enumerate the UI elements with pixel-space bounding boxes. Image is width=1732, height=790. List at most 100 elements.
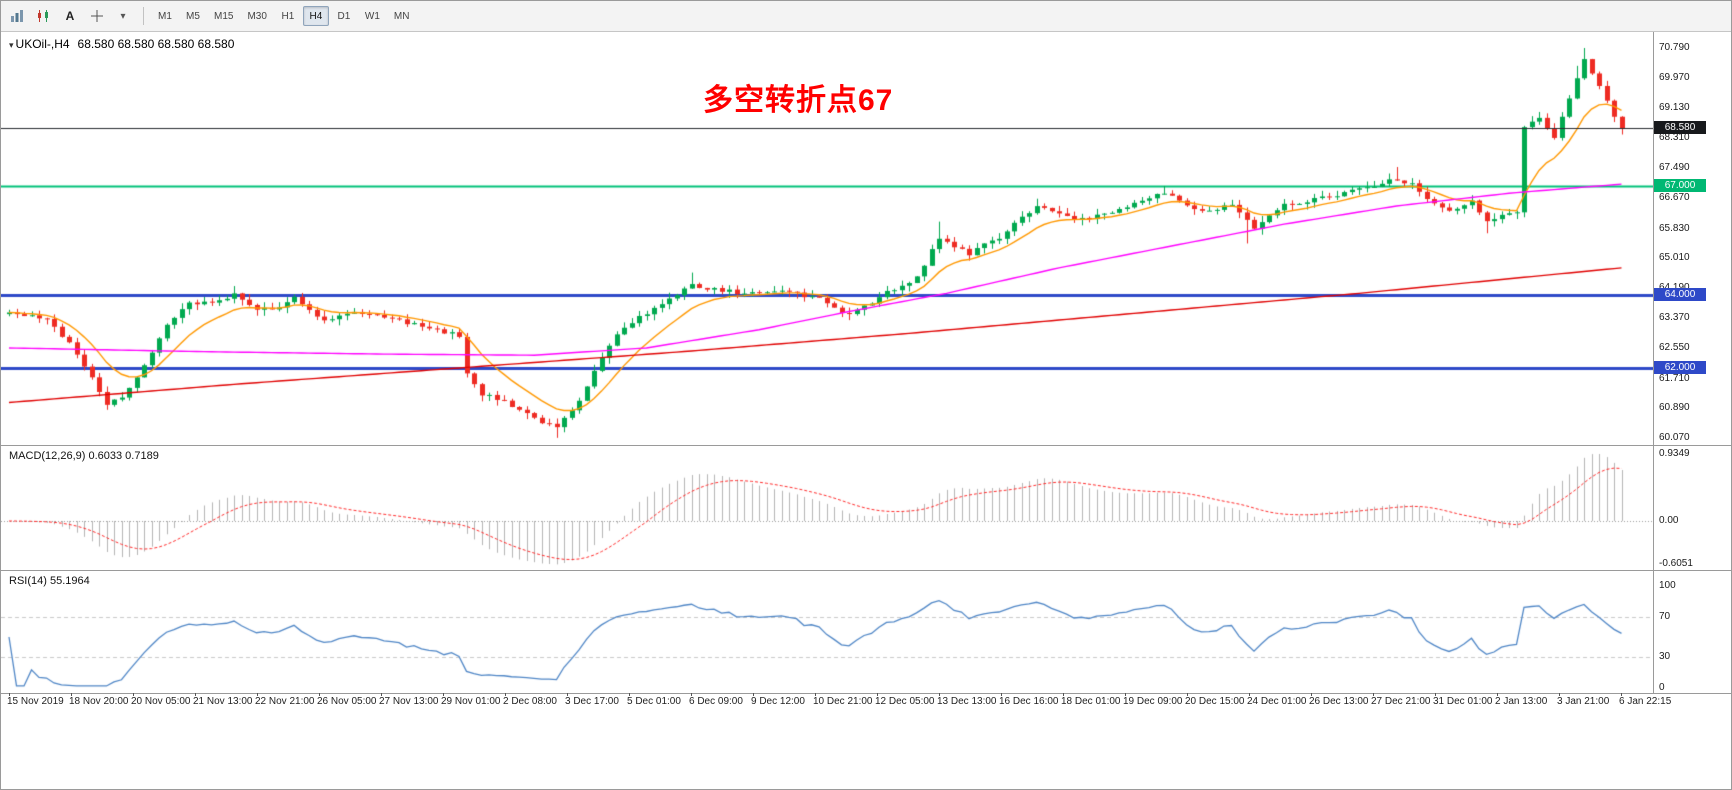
- time-axis-label: 20 Nov 05:00: [131, 696, 191, 707]
- time-axis-label: 9 Dec 12:00: [751, 696, 805, 707]
- text-tool-button[interactable]: A: [57, 6, 83, 26]
- time-axis-tick: [1435, 693, 1436, 696]
- time-axis-label: 15 Nov 2019: [7, 696, 64, 707]
- time-axis-tick: [1621, 693, 1622, 696]
- price-axis-label: 70.790: [1659, 42, 1690, 53]
- rsi-axis-label: 30: [1659, 651, 1671, 663]
- time-axis-label: 27 Dec 21:00: [1371, 696, 1431, 707]
- time-axis-label: 20 Dec 15:00: [1185, 696, 1245, 707]
- price-axis-separator: [1653, 31, 1654, 693]
- symbol-marker-icon: ▾: [9, 40, 14, 50]
- time-axis-tick: [71, 693, 72, 696]
- price-chart-canvas[interactable]: [1, 31, 1653, 446]
- price-axis-label: 66.670: [1659, 191, 1690, 203]
- time-axis-label: 6 Jan 22:15: [1619, 696, 1672, 707]
- time-axis-tick: [1373, 693, 1374, 696]
- price-axis-label: 69.130: [1659, 102, 1690, 114]
- ohlc-values: 68.580 68.580 68.580 68.580: [77, 37, 235, 51]
- macd-axis-label: 0.9349: [1659, 448, 1690, 459]
- price-badge: 68.580: [1654, 121, 1706, 135]
- time-axis-tick: [1497, 693, 1498, 696]
- time-axis-tick: [1249, 693, 1250, 696]
- time-axis-label: 24 Dec 01:00: [1247, 696, 1307, 707]
- timeframe-h4-button[interactable]: H4: [302, 6, 329, 26]
- time-axis-label: 3 Dec 17:00: [565, 696, 619, 707]
- time-axis-label: 27 Nov 13:00: [379, 696, 439, 707]
- macd-panel-divider[interactable]: [1, 445, 1731, 446]
- time-axis-tick: [133, 693, 134, 696]
- rsi-panel-canvas[interactable]: [1, 571, 1653, 693]
- timeframe-m5-button[interactable]: M5: [180, 6, 206, 26]
- timeframe-mn-button[interactable]: MN: [388, 6, 416, 26]
- macd-axis-label: -0.6051: [1659, 558, 1693, 569]
- time-axis-tick: [9, 693, 10, 696]
- time-axis-tick: [753, 693, 754, 696]
- time-axis-label: 3 Jan 21:00: [1557, 696, 1610, 707]
- price-axis-label: 67.490: [1659, 162, 1690, 174]
- time-axis-label: 2 Dec 08:00: [503, 696, 557, 707]
- time-axis-tick: [1311, 693, 1312, 696]
- time-axis-label: 2 Jan 13:00: [1495, 696, 1548, 707]
- price-axis-label: 65.830: [1659, 222, 1690, 234]
- price-axis-label: 63.370: [1659, 312, 1690, 324]
- time-axis-label: 13 Dec 13:00: [937, 696, 997, 707]
- price-axis-label: 60.890: [1659, 402, 1690, 414]
- time-axis-label: 21 Nov 13:00: [193, 696, 253, 707]
- chart-annotation-text: 多空转折点67: [703, 84, 894, 117]
- timeframe-m30-button[interactable]: M30: [241, 6, 272, 26]
- time-axis-label: 31 Dec 01:00: [1433, 696, 1493, 707]
- rsi-axis-label: 100: [1659, 580, 1676, 591]
- candlestick-chart-icon[interactable]: [31, 4, 55, 28]
- time-axis-label: 19 Dec 09:00: [1123, 696, 1183, 707]
- time-axis-tick: [319, 693, 320, 696]
- time-axis-tick: [1001, 693, 1002, 696]
- macd-panel-canvas[interactable]: [1, 446, 1653, 570]
- timeframe-d1-button[interactable]: D1: [331, 6, 357, 26]
- crosshair-icon[interactable]: [85, 4, 109, 28]
- time-axis: 15 Nov 2019 18 Nov 20:00 20 Nov 05:00 21 No…: [1, 693, 1731, 713]
- time-axis-label: 5 Dec 01:00: [627, 696, 681, 707]
- time-axis-label: 29 Nov 01:00: [441, 696, 501, 707]
- time-axis-tick: [1063, 693, 1064, 696]
- time-axis-label: 6 Dec 09:00: [689, 696, 743, 707]
- timeframe-h1-button[interactable]: H1: [275, 6, 301, 26]
- price-badge: 67.000: [1654, 178, 1706, 192]
- time-axis-label: 12 Dec 05:00: [875, 696, 935, 707]
- price-axis-label: 62.550: [1659, 341, 1690, 353]
- time-axis-tick: [815, 693, 816, 696]
- timeframe-m15-button[interactable]: M15: [208, 6, 239, 26]
- time-axis-label: 26 Nov 05:00: [317, 696, 377, 707]
- time-axis-tick: [939, 693, 940, 696]
- time-axis-tick: [629, 693, 630, 696]
- toolbar: A ▾ M1 M5 M15 M30 H1 H4 D1 W1 MN: [1, 1, 1731, 32]
- time-axis-label: 18 Dec 01:00: [1061, 696, 1121, 707]
- time-axis-tick: [1125, 693, 1126, 696]
- time-axis-tick: [567, 693, 568, 696]
- bar-chart-icon[interactable]: [5, 4, 29, 28]
- chart-title: ▾ UKOil-,H4 68.580 68.580 68.580 68.580: [9, 37, 234, 51]
- price-axis-label: 65.010: [1659, 252, 1690, 264]
- time-axis-divider: [1, 693, 1731, 694]
- symbol-timeframe-label: UKOil-,H4: [15, 37, 70, 51]
- timeframe-w1-button[interactable]: W1: [359, 6, 386, 26]
- macd-indicator-label: MACD(12,26,9) 0.6033 0.7189: [9, 450, 159, 462]
- macd-axis-label: 0.00: [1659, 515, 1679, 526]
- time-axis-tick: [1559, 693, 1560, 696]
- time-axis-tick: [691, 693, 692, 696]
- caret-down-icon[interactable]: ▾: [120, 10, 126, 22]
- time-axis-label: 18 Nov 20:00: [69, 696, 129, 707]
- price-badge: 64.000: [1654, 288, 1706, 302]
- time-axis-label: 22 Nov 21:00: [255, 696, 315, 707]
- time-axis-label: 10 Dec 21:00: [813, 696, 873, 707]
- price-axis-label: 64.190: [1659, 282, 1690, 293]
- time-axis-tick: [877, 693, 878, 696]
- price-axis-label: 61.710: [1659, 372, 1690, 384]
- price-axis-label: 68.310: [1659, 132, 1690, 144]
- price-axis-label: 60.070: [1659, 432, 1690, 444]
- time-axis-tick: [195, 693, 196, 696]
- rsi-panel-divider[interactable]: [1, 570, 1731, 571]
- timeframe-m1-button[interactable]: M1: [152, 6, 178, 26]
- time-axis-label: 16 Dec 16:00: [999, 696, 1059, 707]
